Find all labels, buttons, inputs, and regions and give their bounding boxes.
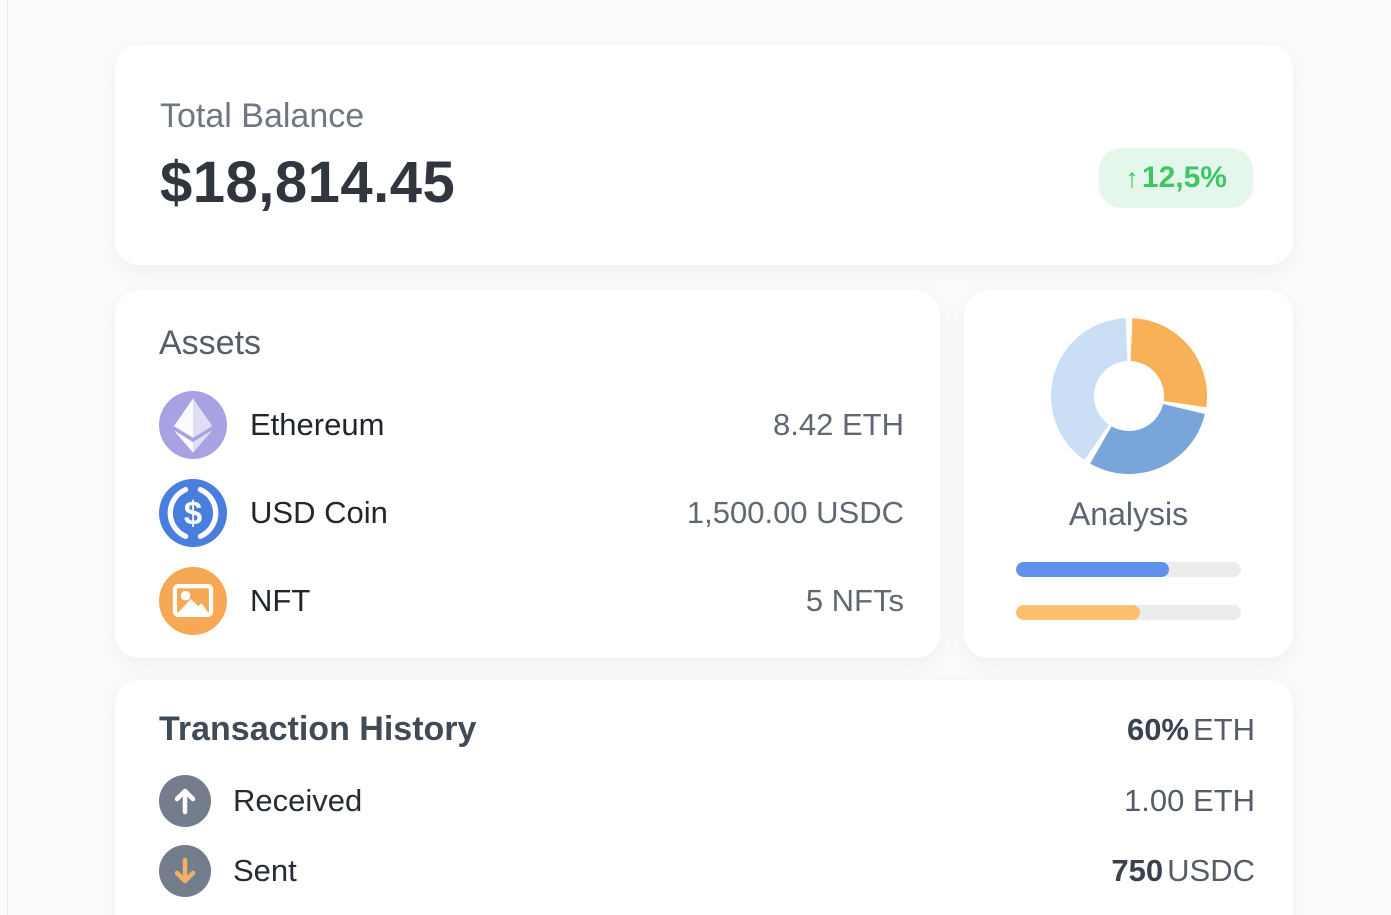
asset-name: NFT [250, 583, 311, 618]
transaction-label: Sent [233, 853, 297, 888]
balance-change-badge: ↑ 12,5% [1099, 148, 1253, 208]
asset-amount: 8.42 ETH [773, 407, 904, 442]
eth-share-summary: 60% ETH [1127, 712, 1255, 748]
total-balance-card: Total Balance $18,814.45 ↑ 12,5% [115, 45, 1293, 265]
arrow-up-icon: ↑ [1125, 162, 1139, 193]
eth-share-unit: ETH [1193, 712, 1255, 747]
assets-card: Assets Ethereum 8.42 ETH $ USD Coin 1,50… [115, 290, 940, 658]
analysis-title: Analysis [1068, 496, 1189, 532]
arrow-up-icon [159, 775, 211, 827]
total-balance-amount: $18,814.45 [160, 150, 456, 215]
analysis-card: Analysis [964, 290, 1293, 658]
transaction-label: Received [233, 783, 363, 818]
allocation-donut-chart [1050, 318, 1207, 474]
arrow-down-icon [159, 845, 211, 897]
asset-row-nft[interactable]: NFT 5 NFTs [159, 567, 904, 635]
total-balance-label: Total Balance [160, 97, 365, 135]
asset-name: USD Coin [250, 495, 388, 530]
transaction-value: 750 USDC [1111, 853, 1255, 888]
progress-bar-blue [1016, 562, 1241, 577]
asset-row-usd-coin[interactable]: $ USD Coin 1,500.00 USDC [159, 479, 904, 547]
progress-bar-orange [1016, 605, 1241, 620]
svg-text:$: $ [184, 495, 202, 532]
ethereum-icon [159, 391, 227, 459]
transaction-history-card: Transaction History 60% ETH Received 1.0… [115, 680, 1293, 915]
nft-icon [159, 567, 227, 635]
transaction-value: 1.00 ETH [1124, 783, 1255, 818]
usdc-icon: $ [159, 479, 227, 547]
asset-row-ethereum[interactable]: Ethereum 8.42 ETH [159, 391, 904, 459]
asset-amount: 1,500.00 USDC [686, 495, 904, 530]
asset-amount: 5 NFTs [805, 583, 904, 618]
transaction-history-title: Transaction History [159, 710, 477, 748]
transaction-row-sent[interactable]: Sent 750 USDC [159, 845, 1255, 897]
eth-share-percent: 60% [1126, 712, 1189, 747]
transaction-row-received[interactable]: Received 1.00 ETH [159, 775, 1255, 827]
analysis-progress-bars [1016, 562, 1241, 620]
asset-name: Ethereum [250, 407, 385, 442]
balance-change-value: 12,5% [1141, 161, 1227, 194]
assets-title: Assets [159, 324, 262, 362]
page-left-border [7, 0, 8, 915]
